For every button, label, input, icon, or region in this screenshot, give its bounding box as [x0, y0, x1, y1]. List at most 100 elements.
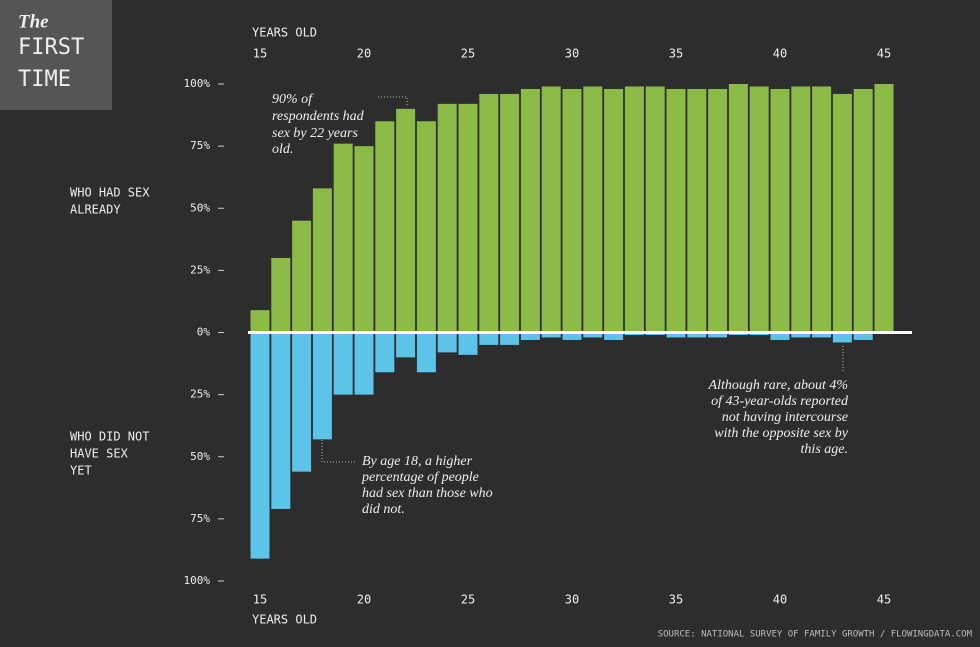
bar	[645, 86, 665, 333]
bar	[333, 143, 353, 333]
bar	[458, 103, 478, 333]
x-tick-label: 20	[357, 593, 371, 607]
bar	[832, 332, 852, 343]
x-tick-label: 15	[253, 593, 267, 607]
bar	[770, 332, 790, 340]
bar	[375, 121, 395, 333]
bar	[396, 108, 416, 333]
bar	[271, 257, 291, 333]
bar	[562, 88, 582, 333]
group-label: ALREADY	[70, 203, 121, 217]
bar	[354, 332, 374, 395]
chart-title: The	[18, 11, 49, 32]
bar	[687, 332, 707, 338]
bar	[541, 86, 561, 333]
bar	[292, 332, 312, 472]
annotation: percentage of people	[361, 470, 479, 485]
x-tick-label: 15	[253, 47, 267, 61]
bar	[396, 332, 416, 358]
bar	[624, 86, 644, 333]
annotation: did not.	[362, 502, 405, 517]
bar	[666, 332, 686, 338]
bar	[604, 88, 624, 333]
bar	[812, 86, 832, 333]
bar	[500, 93, 520, 333]
bar	[728, 84, 748, 333]
x-tick-label: 20	[357, 47, 371, 61]
bar	[687, 88, 707, 333]
bar	[437, 332, 457, 353]
bar	[604, 332, 624, 340]
bar	[520, 332, 540, 340]
bar	[312, 188, 332, 333]
bar	[791, 332, 811, 338]
x-tick-label: 35	[669, 47, 683, 61]
y-tick-label: 50%	[190, 201, 210, 214]
title-box	[0, 0, 112, 110]
chart-title: TIME	[18, 67, 71, 92]
bar	[541, 332, 561, 338]
bar	[479, 332, 499, 345]
group-label: WHO DID NOT	[70, 430, 149, 444]
bar	[583, 332, 603, 338]
bar	[853, 332, 873, 340]
annotation: By age 18, a higher	[362, 454, 473, 469]
x-tick-label: 40	[773, 593, 787, 607]
bar	[416, 121, 436, 333]
x-axis-title: YEARS OLD	[252, 26, 317, 40]
bar	[479, 93, 499, 333]
y-tick-label: 50%	[190, 450, 210, 463]
annotation: this age.	[801, 442, 848, 457]
y-tick-label: 25%	[190, 388, 210, 401]
bar	[770, 88, 790, 333]
annotation: 90% of	[272, 92, 314, 107]
bar	[500, 332, 520, 345]
annotation: respondents had	[272, 109, 365, 124]
x-tick-label: 40	[773, 47, 787, 61]
y-tick-label: 75%	[190, 512, 210, 525]
bar	[749, 86, 769, 333]
x-axis-title: YEARS OLD	[252, 613, 317, 627]
x-tick-label: 30	[565, 47, 579, 61]
bar	[312, 332, 332, 440]
bar	[708, 88, 728, 333]
annotation: old.	[272, 142, 293, 157]
bar	[458, 332, 478, 355]
x-tick-label: 25	[461, 47, 475, 61]
annotation: Although rare, about 4%	[708, 378, 848, 393]
annotation: not having intercourse	[722, 410, 848, 425]
bar	[791, 86, 811, 333]
source: SOURCE: NATIONAL SURVEY OF FAMILY GROWTH…	[658, 630, 973, 640]
x-tick-label: 25	[461, 593, 475, 607]
annotation: of 43-year-olds reported	[711, 394, 849, 409]
y-tick-label: 25%	[190, 263, 210, 276]
bar	[583, 86, 603, 333]
group-label: HAVE SEX	[70, 447, 129, 461]
bar	[520, 88, 540, 333]
x-tick-label: 35	[669, 593, 683, 607]
y-tick-label: 100%	[184, 574, 211, 587]
annotation: sex by 22 years	[272, 126, 358, 141]
chart-title: FIRST	[18, 35, 84, 60]
group-label: WHO HAD SEX	[70, 186, 150, 200]
bar	[292, 220, 312, 333]
y-tick-label: 75%	[190, 139, 210, 152]
y-tick-label: 0%	[197, 326, 211, 339]
bar	[666, 88, 686, 333]
x-tick-label: 30	[565, 593, 579, 607]
leader-line	[378, 96, 408, 105]
bar	[416, 332, 436, 373]
x-tick-label: 45	[877, 593, 891, 607]
bar	[354, 146, 374, 333]
x-tick-label: 45	[877, 47, 891, 61]
bar	[271, 332, 291, 509]
bar	[333, 332, 353, 395]
bar	[250, 332, 270, 559]
bar	[708, 332, 728, 338]
bar	[832, 93, 852, 333]
bar	[375, 332, 395, 373]
bar	[874, 84, 894, 333]
bar	[437, 103, 457, 333]
bar	[250, 310, 270, 333]
